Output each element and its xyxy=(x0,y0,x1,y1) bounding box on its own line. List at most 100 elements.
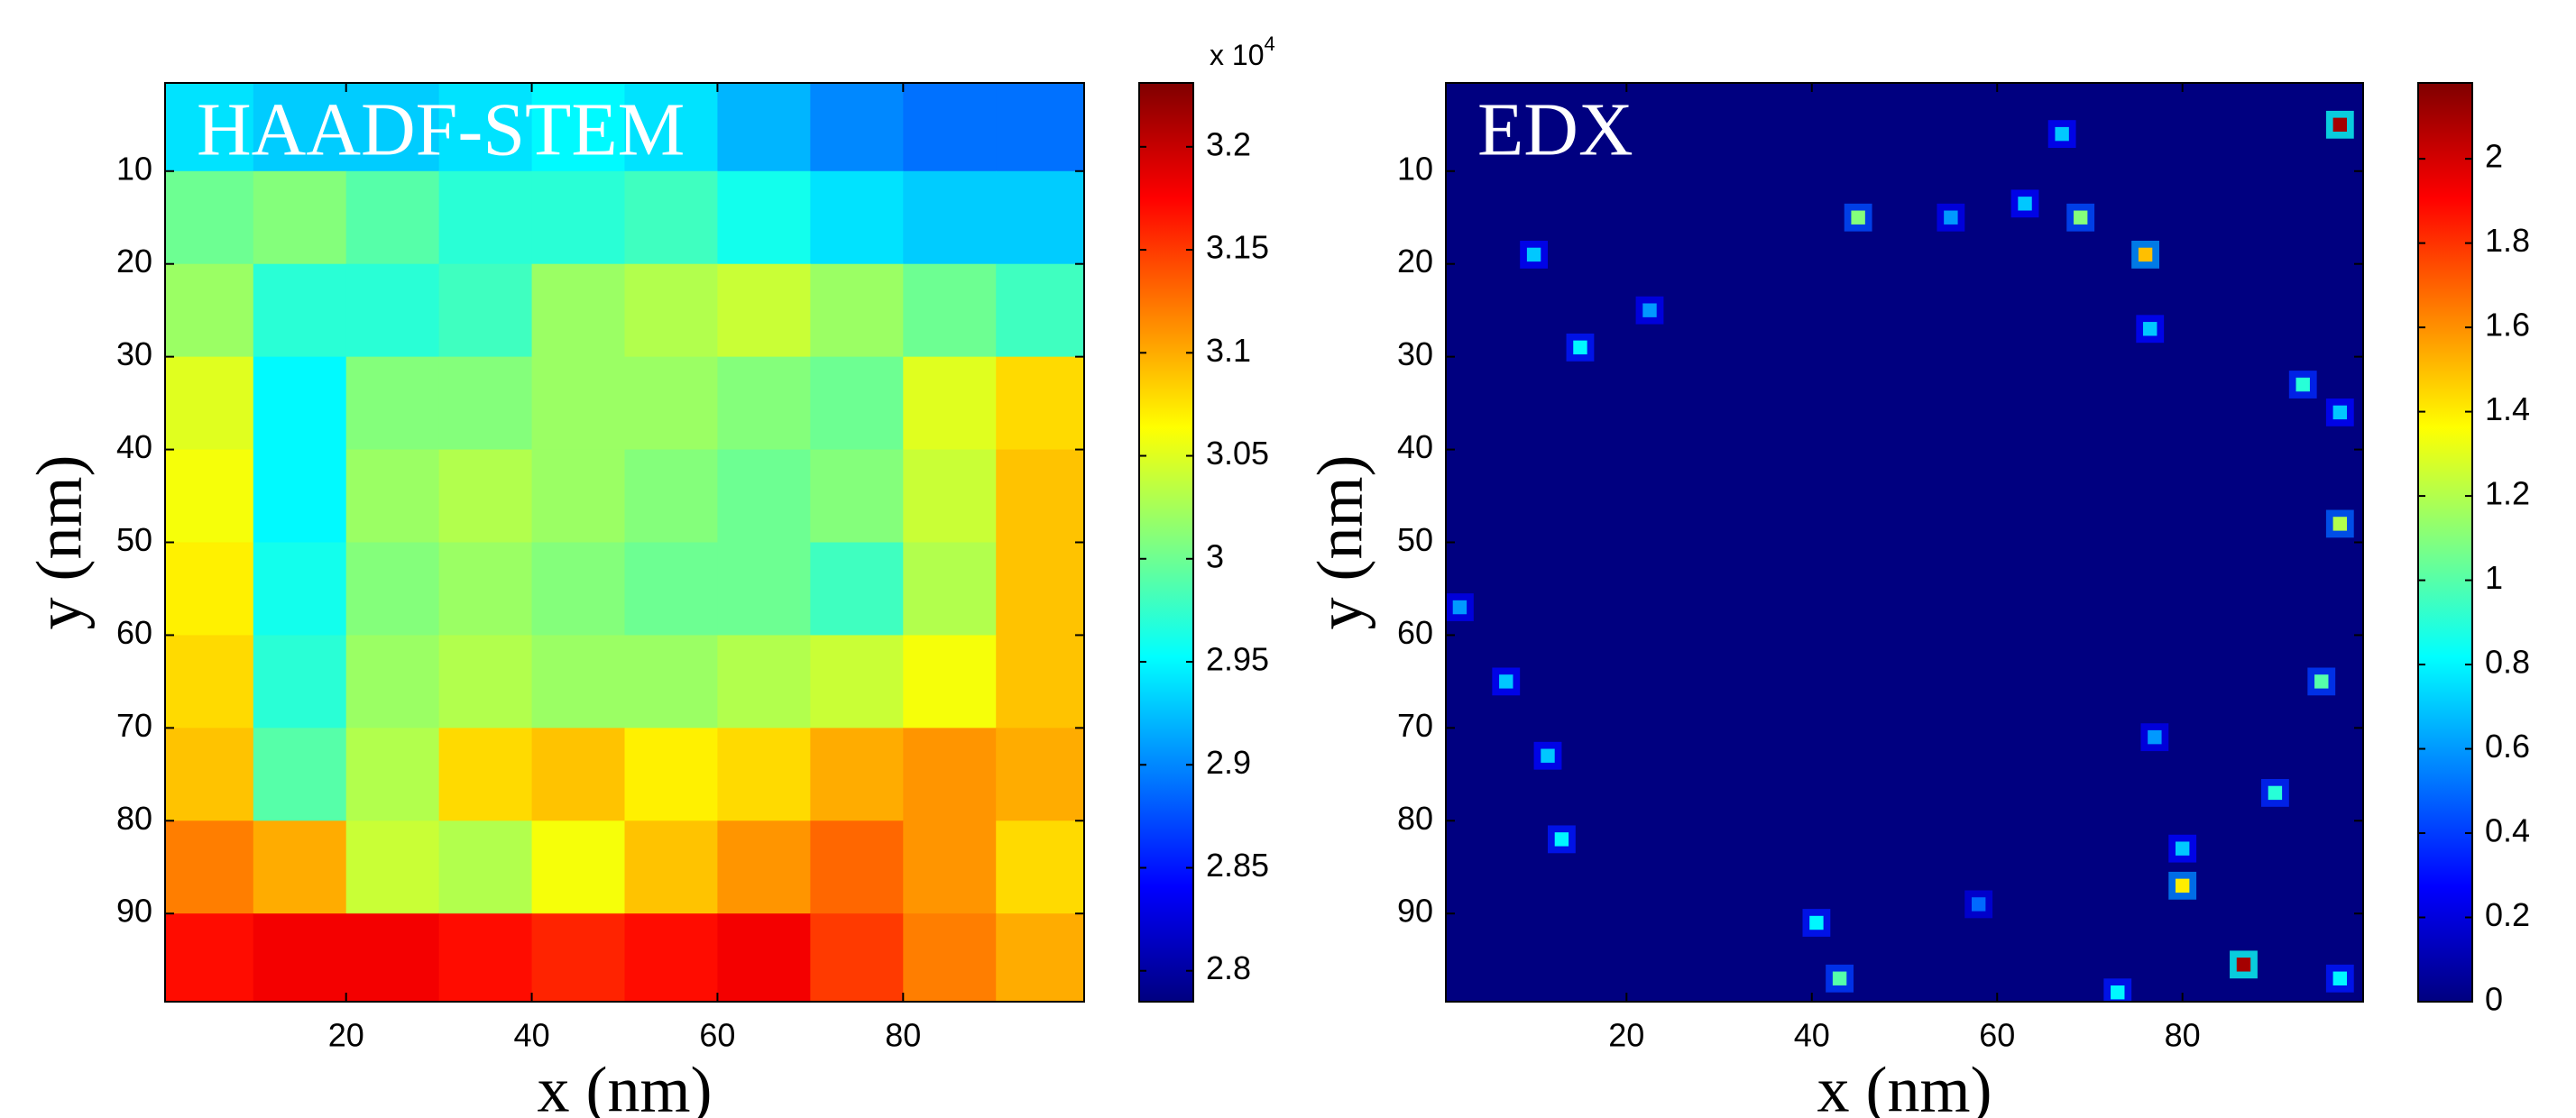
heatmap-cell xyxy=(438,820,533,914)
heatmap-cell xyxy=(810,820,904,914)
heatmap-cell xyxy=(2018,197,2032,211)
heatmap-cell xyxy=(438,542,533,636)
colorbar-tick-label: 3.05 xyxy=(1206,435,1269,472)
heatmap-cell xyxy=(438,728,533,821)
heatmap-cell xyxy=(531,83,625,172)
heatmap-cell xyxy=(717,449,811,543)
heatmap-cell xyxy=(2111,985,2125,1000)
heatmap-cell xyxy=(624,449,718,543)
heatmap-cell xyxy=(810,83,904,172)
y-tick-label: 80 xyxy=(1397,800,1433,837)
heatmap-cell xyxy=(1809,915,1824,930)
y-tick-label: 90 xyxy=(1397,893,1433,930)
colorbar-tick-label: 3.2 xyxy=(1206,125,1251,162)
heatmap-cell xyxy=(1541,748,1555,763)
heatmap-cell xyxy=(717,83,811,172)
heatmap-cell xyxy=(2143,322,2157,336)
heatmap-cell xyxy=(903,542,997,636)
x-tick-label: 40 xyxy=(1794,1017,1830,1054)
heatmap xyxy=(1446,83,2363,1002)
y-tick-label: 10 xyxy=(116,150,152,187)
heatmap-cell xyxy=(717,356,811,451)
heatmap-cell xyxy=(531,820,625,914)
heatmap xyxy=(165,83,1084,1002)
heatmap-cell xyxy=(903,263,997,358)
colorbar-scale-base: x 10 xyxy=(1210,39,1264,71)
heatmap-cell xyxy=(624,542,718,636)
y-tick-label: 90 xyxy=(116,893,152,930)
heatmap-cell xyxy=(253,635,347,729)
heatmap-cell xyxy=(2236,958,2251,972)
heatmap-cell xyxy=(345,83,440,172)
heatmap-cell xyxy=(810,356,904,451)
heatmap-cell xyxy=(624,263,718,358)
heatmap-cell xyxy=(345,170,440,265)
colorbar-tick-label: 0.2 xyxy=(2485,896,2530,933)
heatmap-cell xyxy=(1832,971,1847,985)
heatmap-cell xyxy=(438,635,533,729)
y-axis-label: y (nm) xyxy=(1304,455,1376,630)
heatmap-cell xyxy=(345,542,440,636)
colorbar-tick-label: 3 xyxy=(1206,537,1224,574)
heatmap-cell xyxy=(531,542,625,636)
heatmap-cell xyxy=(165,170,254,265)
colorbar-tick-label: 0.8 xyxy=(2485,644,2530,681)
heatmap-cell xyxy=(810,263,904,358)
heatmap-cell xyxy=(996,913,1084,1002)
y-tick-label: 40 xyxy=(116,428,152,465)
heatmap-cell xyxy=(2073,210,2088,225)
heatmap-cell xyxy=(1499,674,1513,689)
heatmap-cell xyxy=(996,635,1084,729)
heatmap-cell xyxy=(165,356,254,451)
heatmap-cell xyxy=(624,83,718,172)
plot-title: EDX xyxy=(1477,87,1633,171)
y-tick-label: 50 xyxy=(1397,521,1433,558)
heatmap-cell xyxy=(345,263,440,358)
heatmap-cell xyxy=(1642,303,1657,317)
colorbar-tick-label: 2.95 xyxy=(1206,641,1269,678)
heatmap-cell xyxy=(903,728,997,821)
heatmap-cell xyxy=(1944,210,1958,225)
heatmap-cell xyxy=(903,83,997,172)
colorbar-tick-label: 1.6 xyxy=(2485,307,2530,344)
heatmap-cell xyxy=(717,820,811,914)
colorbar-tick-label: 2.9 xyxy=(1206,744,1251,781)
y-tick-label: 30 xyxy=(1397,335,1433,372)
x-tick-label: 60 xyxy=(699,1017,735,1054)
x-axis-label: x (nm) xyxy=(538,1054,713,1118)
y-tick-label: 80 xyxy=(116,800,152,837)
y-tick-label: 20 xyxy=(1397,243,1433,280)
heatmap-cell xyxy=(810,635,904,729)
heatmap-cell xyxy=(531,356,625,451)
heatmap-cell xyxy=(438,170,533,265)
heatmap-cell xyxy=(903,635,997,729)
heatmap-cell xyxy=(253,449,347,543)
heatmap-cell xyxy=(253,356,347,451)
heatmap-cell xyxy=(253,83,347,172)
heatmap-cell xyxy=(717,635,811,729)
heatmap-cell xyxy=(996,83,1084,172)
colorbar-tick-label: 0.6 xyxy=(2485,728,2530,765)
heatmap-cell xyxy=(903,913,997,1002)
heatmap-cell xyxy=(531,913,625,1002)
heatmap-cell xyxy=(717,263,811,358)
heatmap-cell xyxy=(2268,785,2283,801)
heatmap-cell xyxy=(345,356,440,451)
heatmap-background xyxy=(1446,83,2363,1002)
heatmap-cell xyxy=(345,820,440,914)
heatmap-cell xyxy=(1971,897,1986,912)
heatmap-cell xyxy=(531,449,625,543)
heatmap-cell xyxy=(438,356,533,451)
heatmap-cell xyxy=(2148,729,2162,745)
x-tick-label: 40 xyxy=(514,1017,550,1054)
heatmap-cell xyxy=(624,820,718,914)
heatmap-cell xyxy=(2332,517,2348,531)
heatmap-cell xyxy=(717,913,811,1002)
x-tick-label: 20 xyxy=(1608,1017,1644,1054)
heatmap-cell xyxy=(1573,340,1587,355)
heatmap-cell xyxy=(810,542,904,636)
x-tick-label: 80 xyxy=(2165,1017,2201,1054)
heatmap-cell xyxy=(996,820,1084,914)
heatmap-cell xyxy=(438,449,533,543)
